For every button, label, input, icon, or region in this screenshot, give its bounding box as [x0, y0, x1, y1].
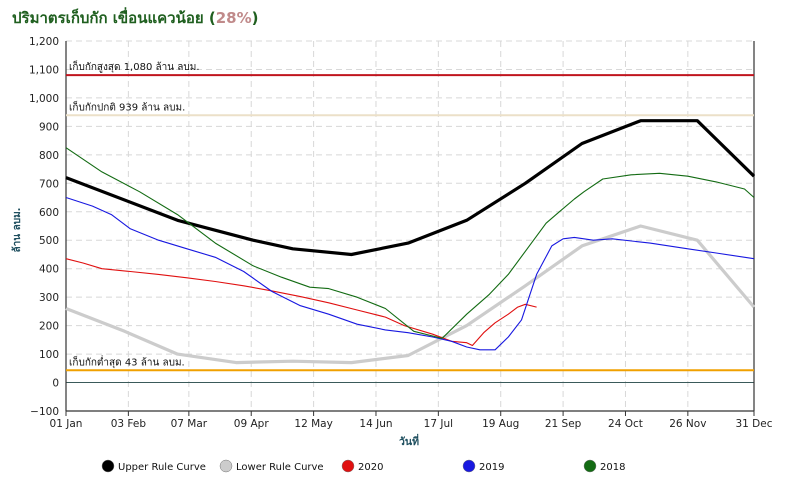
series-line-2020	[65, 258, 537, 347]
reference-line-label: เก็บกักสูงสุด 1,080 ล้าน ลบม.	[69, 59, 200, 73]
series-lines	[65, 119, 756, 365]
series-line-upper-rule-curve	[65, 119, 756, 257]
chart-title-text: ปริมาตรเก็บกัก เขื่อนแควน้อย	[12, 9, 204, 27]
legend-marker	[341, 459, 355, 473]
reference-line-label: เก็บกักปกติ 939 ล้าน ลบม.	[69, 99, 185, 113]
y-tick-label: 100	[39, 349, 59, 361]
legend-label: Upper Rule Curve	[118, 462, 206, 473]
y-tick-label: 200	[39, 321, 59, 333]
x-tick-label: 09 Apr	[234, 418, 270, 430]
chart-title-percent: 28%	[215, 9, 252, 27]
y-tick-label: 500	[39, 235, 59, 247]
x-tick-label: 26 Nov	[669, 418, 706, 430]
reference-lines: เก็บกักสูงสุด 1,080 ล้าน ลบม. เก็บกักปกติ…	[66, 59, 754, 372]
y-tick-label: 900	[39, 121, 59, 133]
legend-label: Lower Rule Curve	[236, 462, 324, 473]
x-tick-label: 14 Jun	[359, 418, 392, 430]
y-tick-label: 1,200	[29, 36, 59, 48]
x-tick-label: 19 Aug	[482, 418, 519, 430]
y-tick-label: 1,000	[29, 93, 59, 105]
legend-marker	[462, 459, 476, 473]
legend-marker	[583, 459, 597, 473]
legend: Upper Rule Curve Lower Rule Curve 2020 2019…	[101, 459, 625, 473]
legend-label: 2019	[479, 462, 504, 473]
tick-labels: −100 0 100 200 300 400 500 600 700 800 900 1,000 1,1…	[29, 36, 773, 430]
legend-label: 2020	[358, 462, 383, 473]
series-line-2019	[65, 196, 755, 351]
x-tick-label: 24 Oct	[608, 418, 643, 430]
series-line-lower-rule-curve	[65, 224, 756, 365]
y-tick-label: 700	[39, 178, 59, 190]
x-tick-label: 01 Jan	[50, 418, 83, 430]
y-tick-label: 400	[39, 264, 59, 276]
x-tick-label: 07 Mar	[171, 418, 208, 430]
y-axis-title: ล้าน ลบม.	[11, 208, 23, 253]
axes	[65, 41, 755, 416]
reference-line-label: เก็บกักต่ำสุด 43 ล้าน ลบม.	[69, 354, 185, 368]
x-axis-title: วันที่	[399, 433, 419, 448]
series-line-2018	[65, 147, 755, 339]
y-tick-label: 600	[39, 207, 59, 219]
x-tick-label: 21 Sep	[545, 418, 582, 430]
y-tick-label: 0	[52, 378, 59, 390]
legend-marker	[101, 459, 115, 473]
y-tick-label: 300	[39, 292, 59, 304]
legend-marker	[219, 459, 233, 473]
y-tick-label: 800	[39, 150, 59, 162]
x-tick-label: 17 Jul	[424, 418, 453, 430]
y-tick-label: 1,100	[29, 64, 59, 76]
y-tick-label: −100	[30, 406, 59, 418]
legend-label: 2018	[600, 462, 625, 473]
chart-title: ปริมาตรเก็บกัก เขื่อนแควน้อย (28%)	[12, 9, 259, 27]
x-tick-label: 12 May	[294, 418, 332, 430]
x-tick-label: 31 Dec	[735, 418, 772, 430]
x-tick-label: 03 Feb	[111, 418, 147, 430]
